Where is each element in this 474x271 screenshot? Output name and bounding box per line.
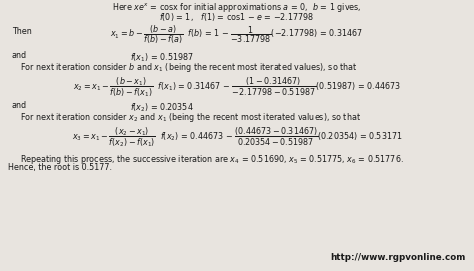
- Text: Then: Then: [12, 27, 32, 36]
- Text: Repeating this process, the successive iteration are $x_4$ = 0.51690, $x_5$ = 0.: Repeating this process, the successive i…: [20, 153, 404, 166]
- Text: and: and: [12, 101, 27, 110]
- Text: Here $xe^x$ = cosx for initial approximations $a$ = 0,  $b$ = 1 gives,: Here $xe^x$ = cosx for initial approxima…: [112, 1, 362, 14]
- Text: $f$($x_2$) = 0.20354: $f$($x_2$) = 0.20354: [130, 101, 193, 114]
- Text: $x_3 = x_1 - \dfrac{(x_2-x_1)}{f(x_2)-f(x_1)}$  $f$($x_2$) = 0.44673 $-$ $\dfrac: $x_3 = x_1 - \dfrac{(x_2-x_1)}{f(x_2)-f(…: [72, 125, 402, 149]
- Text: http://www.rgpvonline.com: http://www.rgpvonline.com: [331, 253, 466, 262]
- Text: Hence, the root is 0.5177.: Hence, the root is 0.5177.: [8, 163, 112, 172]
- Text: For next iteration consider $b$ and $x_1$ (being the recent most iterated values: For next iteration consider $b$ and $x_1…: [20, 61, 357, 74]
- Text: $x_1 = b - \dfrac{(b-a)}{f(b)-f(a)}$  $f$($b$) = 1 $-$ $\dfrac{1}{-3.17798}$($-$: $x_1 = b - \dfrac{(b-a)}{f(b)-f(a)}$ $f$…: [110, 23, 364, 46]
- Text: $x_2 = x_1 - \dfrac{(b-x_1)}{f(b)-f(x_1)}$  $f$($x_1$) = 0.31467 $-$ $\dfrac{(1-: $x_2 = x_1 - \dfrac{(b-x_1)}{f(b)-f(x_1)…: [73, 75, 401, 99]
- Text: and: and: [12, 51, 27, 60]
- Text: For next iteration consider $x_2$ and $x_1$ (being the recent most iterated valu: For next iteration consider $x_2$ and $x…: [20, 111, 361, 124]
- Text: $f$(0) = 1,   $f$(1) = cos1 $-$ $e$ = $-$2.17798: $f$(0) = 1, $f$(1) = cos1 $-$ $e$ = $-$2…: [159, 11, 315, 23]
- Text: $f$($x_1$) = 0.51987: $f$($x_1$) = 0.51987: [130, 51, 194, 63]
